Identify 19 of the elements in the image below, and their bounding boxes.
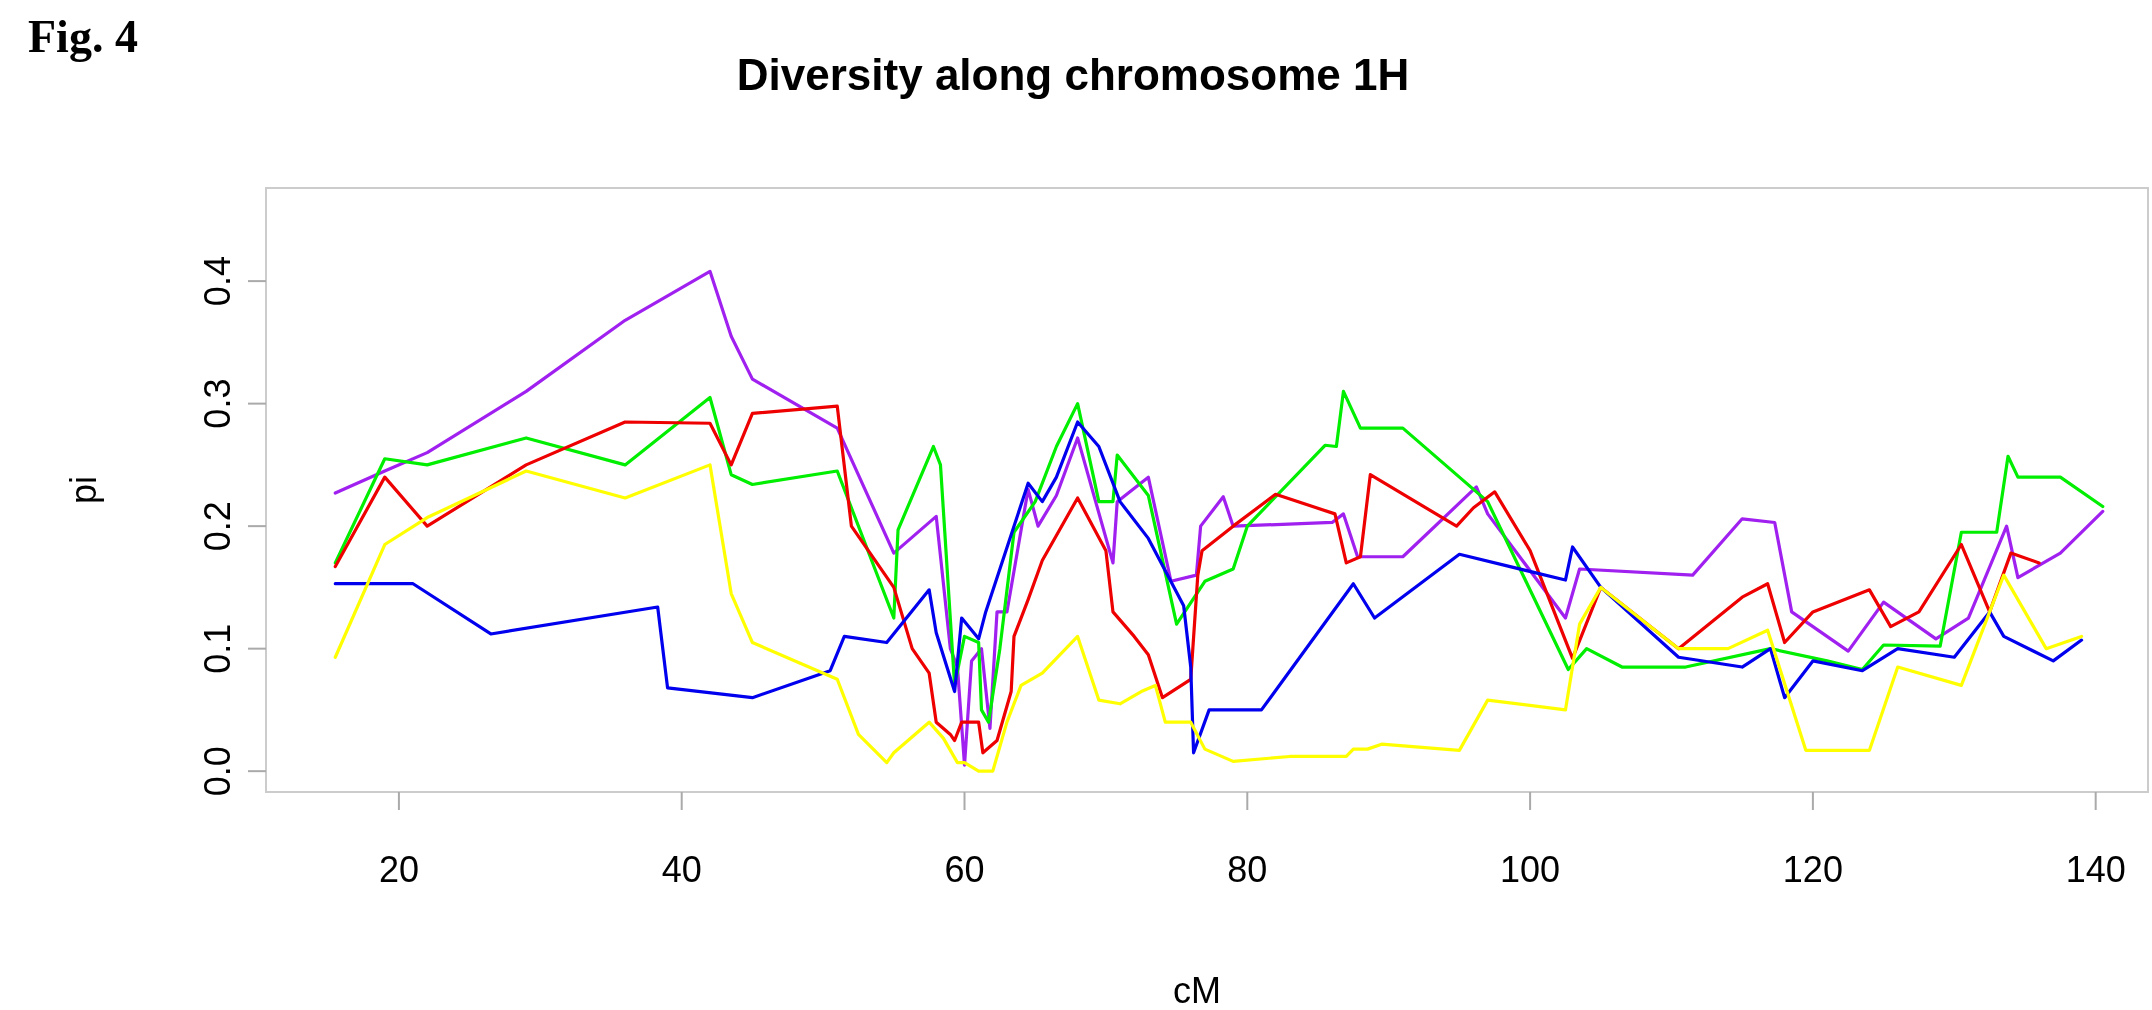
x-tick-label: 20 [378, 849, 419, 890]
y-tick-label: 0.2 [197, 501, 238, 552]
x-tick-label: 140 [2065, 849, 2126, 890]
line-series [333, 463, 2084, 773]
x-tick-label: 120 [1782, 849, 1843, 890]
x-tick-label: 80 [1227, 849, 1268, 890]
y-axis-title: pi [63, 475, 104, 505]
x-axis-title: cM [1173, 970, 1221, 1010]
chart-title: Diversity along chromosome 1H [736, 50, 1410, 99]
caption: Fig. 4 [28, 11, 138, 62]
y-tick-label: 0.3 [197, 378, 238, 429]
line-series [333, 389, 2105, 724]
y-tick-label: 0.4 [197, 256, 238, 307]
y-tick-label: 0.1 [197, 623, 238, 674]
line-series [333, 269, 2105, 767]
x-tick-label: 40 [661, 849, 702, 890]
x-tick-label: 100 [1500, 849, 1561, 890]
y-tick-label: 0.0 [197, 746, 238, 797]
x-tick-label: 60 [944, 849, 985, 890]
